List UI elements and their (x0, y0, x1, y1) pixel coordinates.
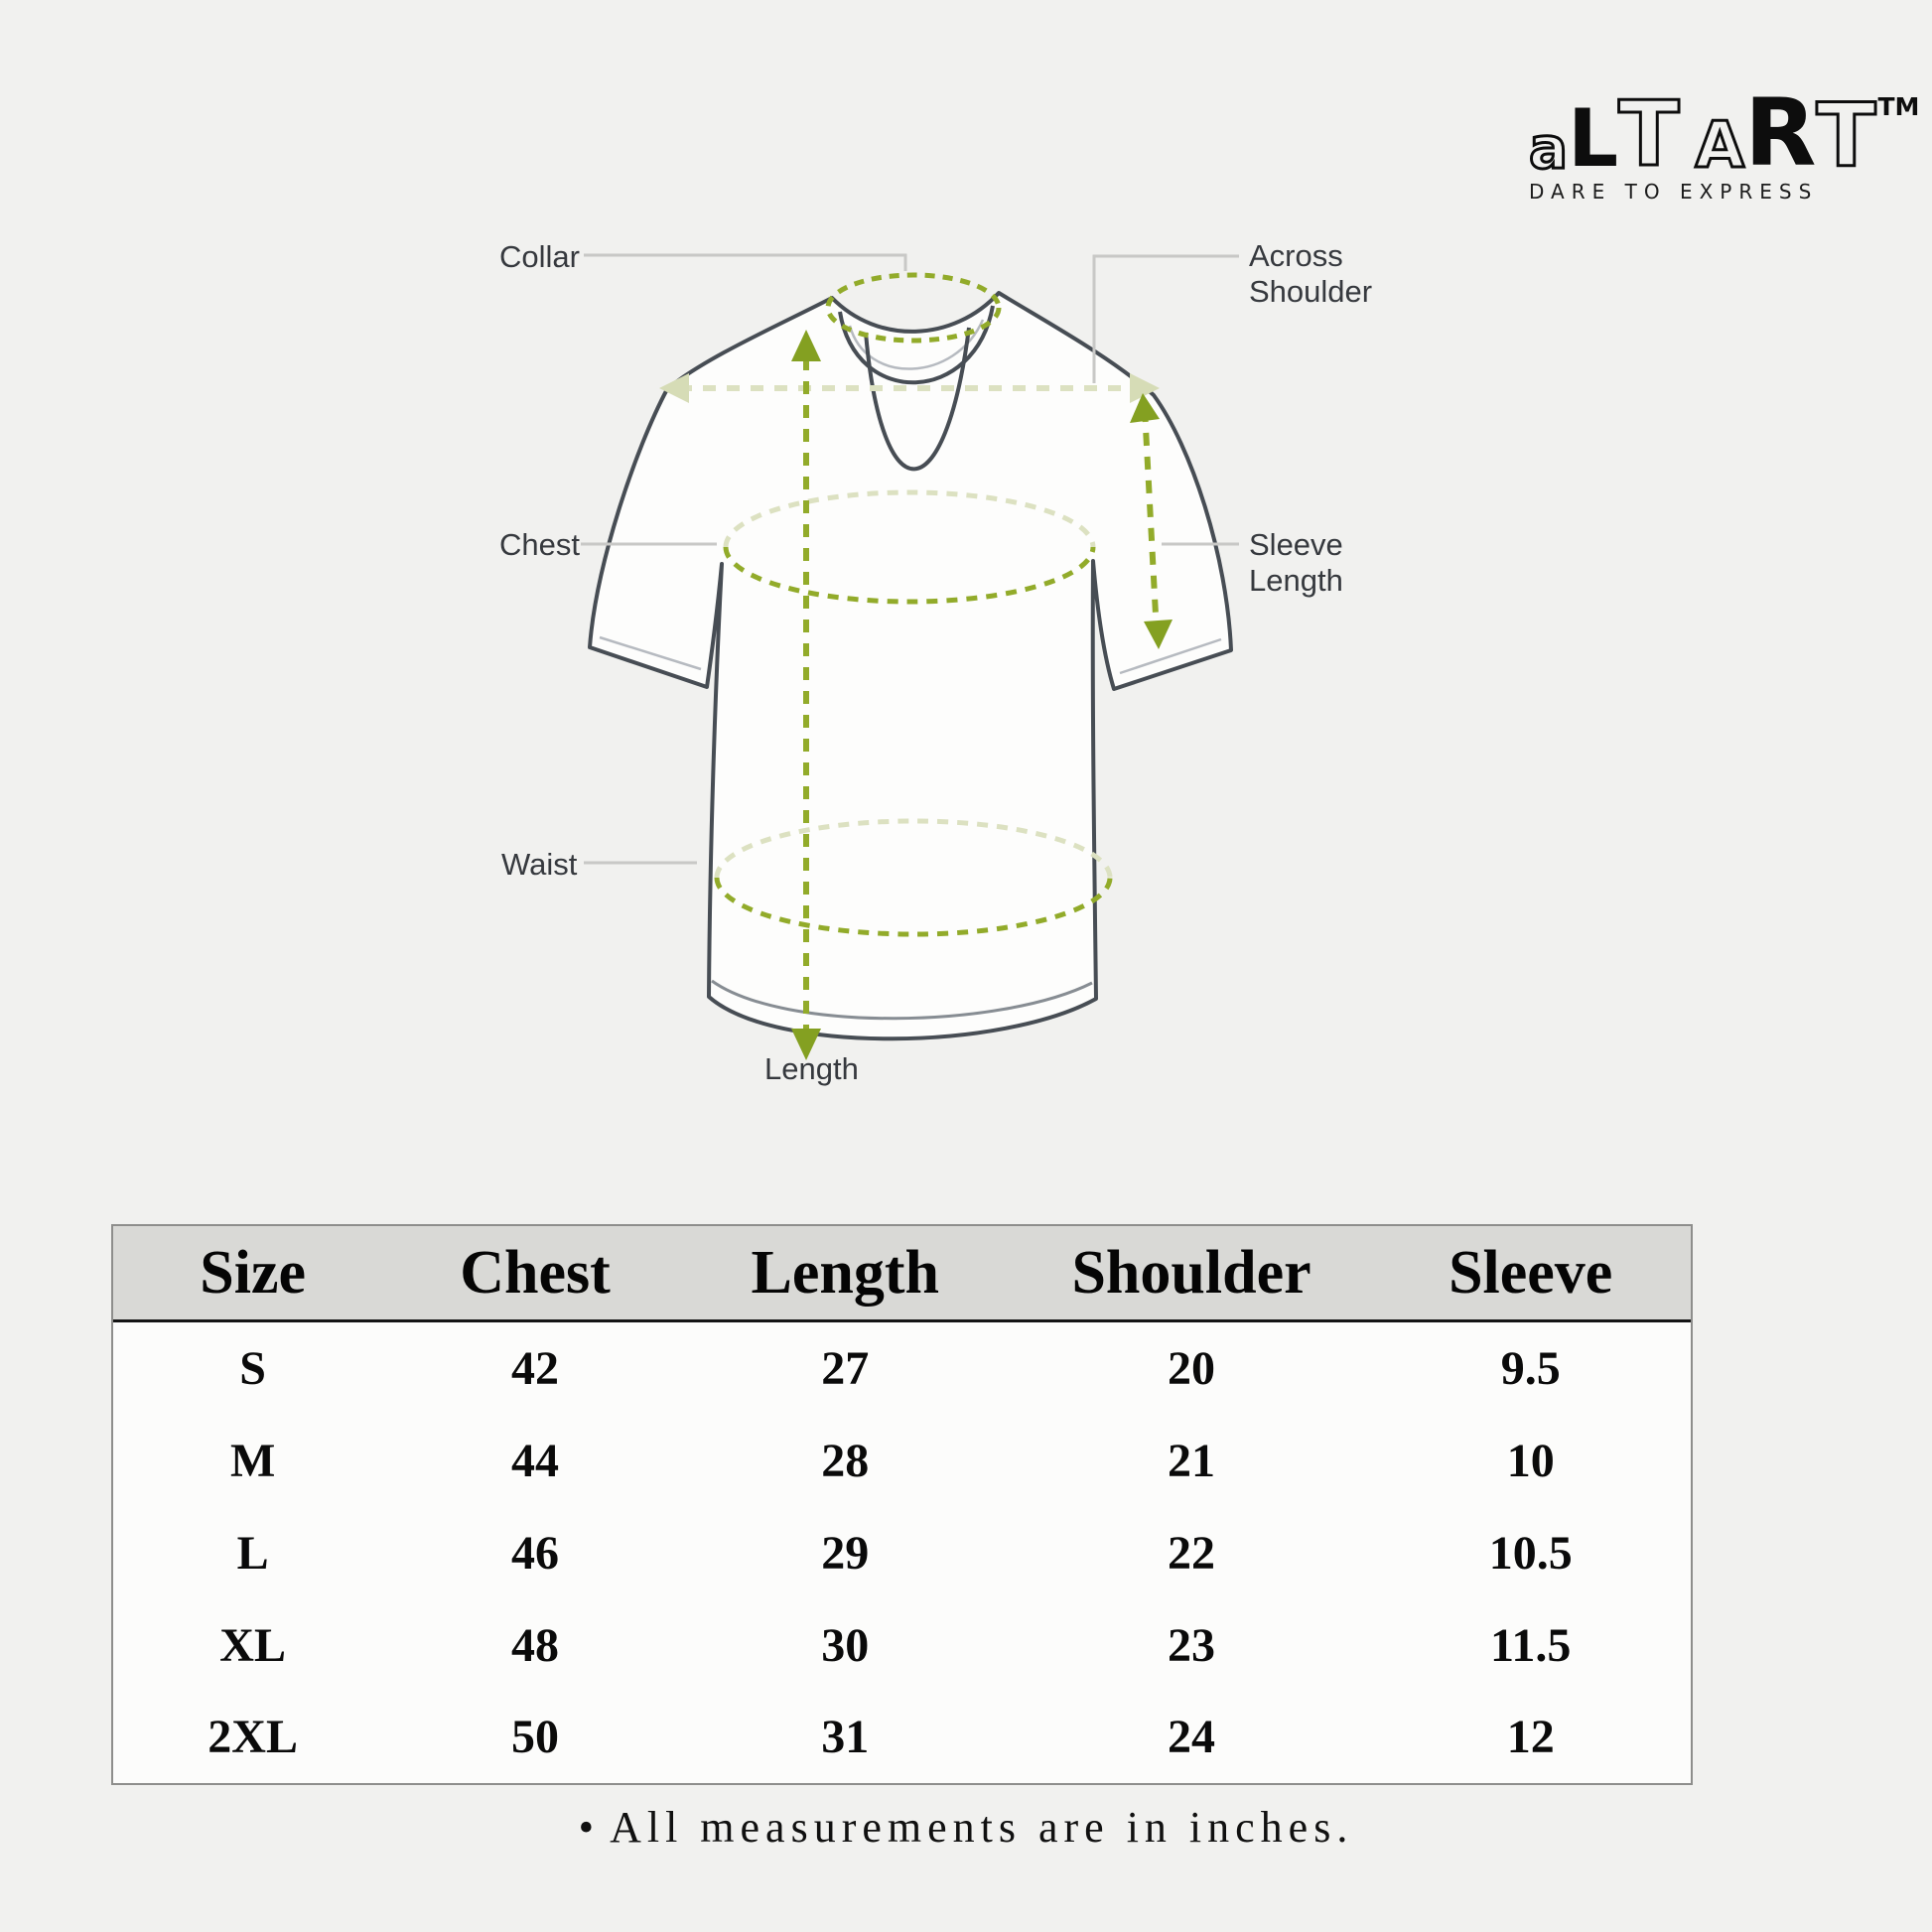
header-size: Size (113, 1226, 393, 1322)
cell-chest: 50 (511, 1711, 560, 1764)
size-table-container: Size Chest Length Shoulder Sleeve S 42 2… (111, 1224, 1693, 1785)
cell-shoulder: 23 (1168, 1618, 1216, 1672)
chest-measure-ellipse-top (723, 489, 1096, 548)
collar-label: Collar (499, 239, 580, 274)
size-table-header-row: Size Chest Length Shoulder Sleeve (113, 1226, 1691, 1322)
cell-sleeve: 10 (1506, 1435, 1555, 1488)
length-arrow-bottom (791, 1029, 821, 1060)
table-row-2xl: 2XL 50 31 24 12 (113, 1691, 1691, 1783)
size-table: Size Chest Length Shoulder Sleeve S 42 2… (113, 1226, 1691, 1783)
cell-size: XL (219, 1618, 286, 1672)
chest-measure-ellipse-bottom (723, 546, 1096, 605)
cell-shoulder: 22 (1168, 1526, 1216, 1580)
cell-chest: 42 (511, 1342, 560, 1396)
collar-measure-ellipse (825, 272, 1002, 344)
across-shoulder-arrow-left (659, 373, 689, 403)
across-shoulder-label-line2: Shoulder (1249, 274, 1372, 309)
cell-length: 28 (821, 1435, 870, 1488)
logo-letter-l: L (1568, 92, 1619, 186)
length-label: Length (764, 1051, 859, 1086)
cell-size: M (229, 1435, 276, 1488)
length-arrow-top (791, 330, 821, 361)
bottom-hem-line (711, 979, 1093, 1021)
collar-leader-line (584, 253, 907, 271)
trademark-symbol: TM (1877, 92, 1920, 121)
header-chest: Chest (392, 1226, 678, 1322)
header-length: Length (677, 1226, 1013, 1322)
logo-letter-t1: T (1617, 82, 1681, 188)
cell-shoulder: 20 (1168, 1342, 1216, 1396)
bullet-point: • (578, 1803, 595, 1852)
table-row-s: S 42 27 20 9.5 (113, 1321, 1691, 1416)
across-shoulder-leader-line (1092, 254, 1239, 383)
brand-logo: a L T A R T TM DARE TO EXPRESS (1527, 79, 1919, 205)
collar-band-bottom (838, 305, 995, 385)
measurements-note: • All measurements are in inches. (0, 1802, 1932, 1853)
sleeve-length-label-line2: Length (1249, 563, 1343, 598)
cell-size: L (236, 1526, 269, 1580)
table-row-xl: XL 48 30 23 11.5 (113, 1599, 1691, 1692)
left-cuff-hem-line (599, 635, 702, 671)
table-row-m: M 44 28 21 10 (113, 1416, 1691, 1508)
cell-chest: 48 (511, 1618, 560, 1672)
cell-sleeve: 9.5 (1500, 1342, 1561, 1396)
cell-size: S (239, 1342, 266, 1396)
brand-logo-wordmark: a L T A R T TM (1527, 79, 1919, 188)
cell-length: 29 (821, 1526, 870, 1580)
cell-length: 27 (821, 1342, 870, 1396)
cell-sleeve: 11.5 (1490, 1618, 1572, 1672)
tshirt-outline (588, 291, 1233, 1041)
cell-chest: 44 (511, 1435, 560, 1488)
sleeve-length-label-line1: Sleeve (1249, 527, 1343, 562)
cell-shoulder: 24 (1168, 1711, 1216, 1764)
sleeve-arrow-top (1130, 393, 1160, 423)
logo-letter-a2: A (1694, 108, 1746, 183)
header-shoulder: Shoulder (1012, 1226, 1371, 1322)
brand-tagline: DARE TO EXPRESS (1529, 180, 1819, 205)
cell-shoulder: 21 (1168, 1435, 1216, 1488)
header-sleeve: Sleeve (1370, 1226, 1691, 1322)
cell-length: 30 (821, 1618, 870, 1672)
table-row-l: L 46 29 22 10.5 (113, 1507, 1691, 1599)
neck-front-drop (864, 327, 971, 472)
waist-label: Waist (501, 847, 578, 882)
sleeve-arrow-bottom (1144, 620, 1173, 649)
cell-sleeve: 12 (1506, 1711, 1555, 1764)
cell-sleeve: 10.5 (1488, 1526, 1573, 1580)
logo-letter-t2: T (1815, 83, 1877, 187)
collar-rib-line (848, 319, 985, 370)
cell-length: 31 (821, 1711, 870, 1764)
right-cuff-hem-line (1119, 637, 1222, 675)
across-shoulder-label-line1: Across (1249, 238, 1343, 273)
cell-size: 2XL (207, 1711, 298, 1764)
logo-letter-a1: a (1527, 113, 1569, 182)
chest-label: Chest (499, 527, 580, 562)
logo-letter-r: R (1744, 79, 1817, 188)
across-shoulder-arrow-right (1130, 373, 1160, 403)
cell-chest: 46 (511, 1526, 560, 1580)
measurements-note-text: All measurements are in inches. (610, 1803, 1354, 1852)
